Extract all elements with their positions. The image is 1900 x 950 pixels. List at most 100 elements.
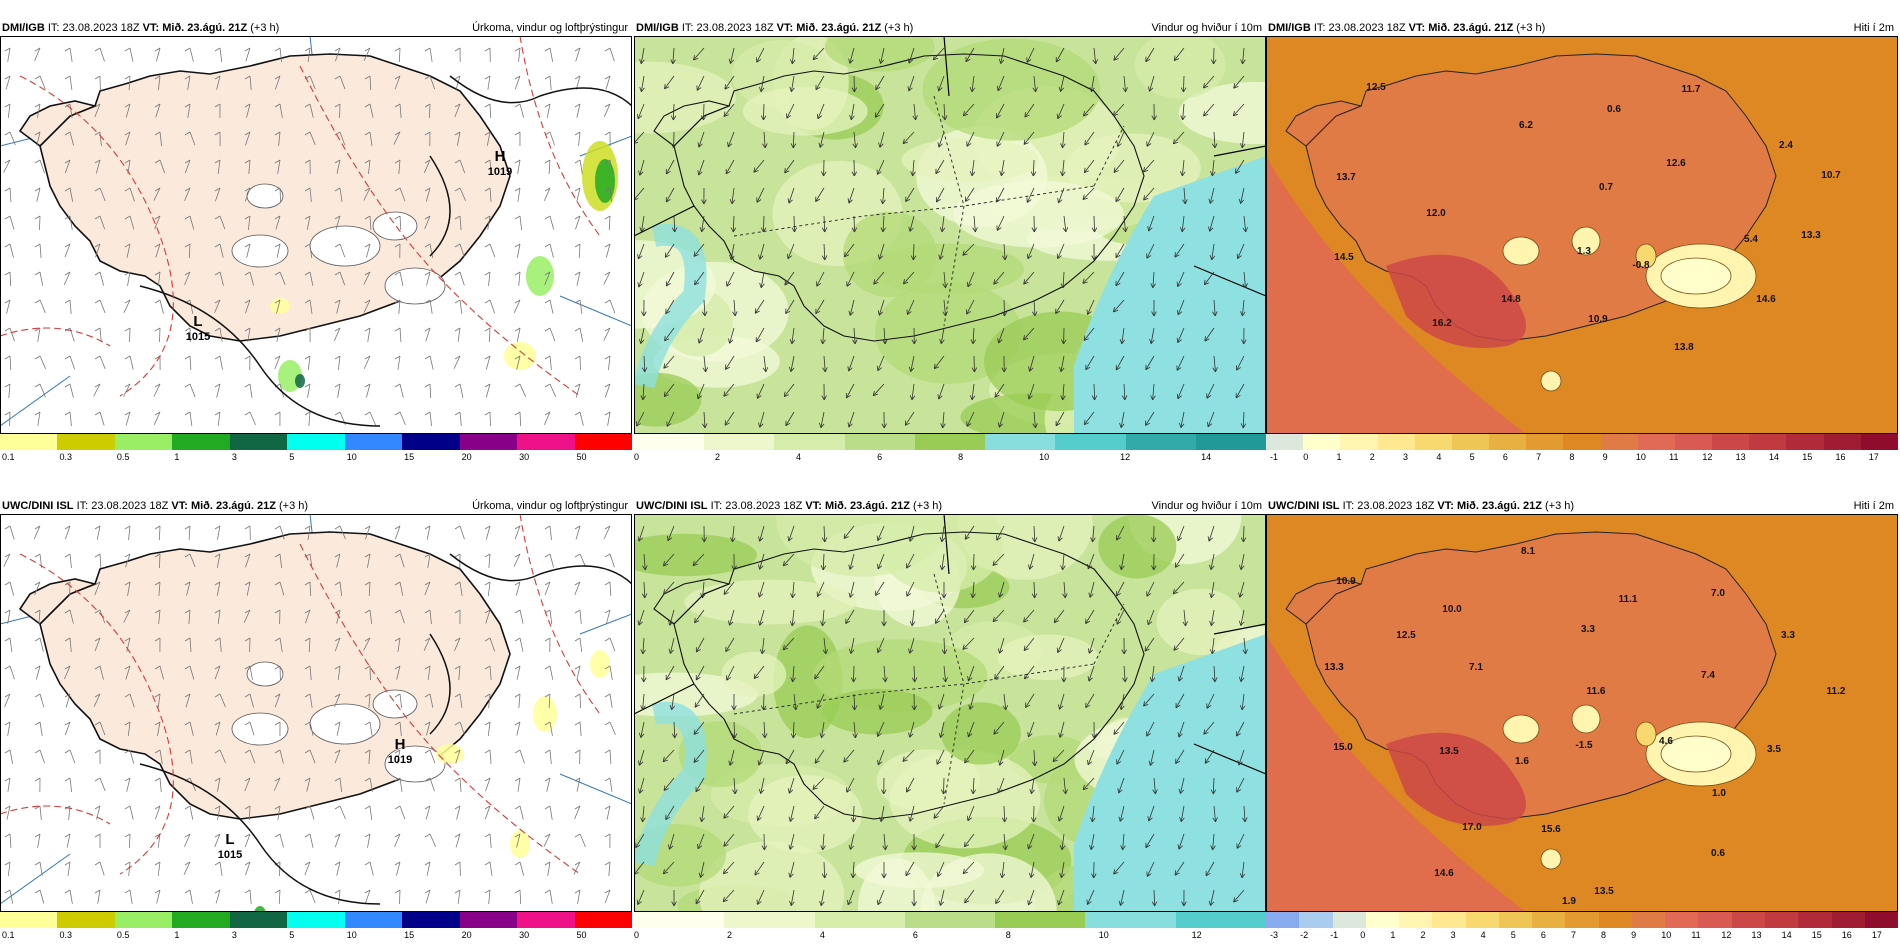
colorbar-tick-label: 15 <box>1802 452 1813 462</box>
temperature-label: 11.2 <box>1827 686 1846 697</box>
panel-temp-dmi: DMI/IGB IT: 23.08.2023 18Z VT: Mið. 23.á… <box>1266 0 1898 470</box>
low-pressure-letter: L <box>225 831 234 848</box>
map-view[interactable]: 8.1 10.9 11.1 7.0 10.0 3.3 12.5 3.3 13.3 7.1 11.6 7… <box>1266 514 1898 912</box>
temperature-label: 1.0 <box>1712 788 1726 799</box>
colorbar-swatch <box>1195 434 1266 450</box>
colorbar-tick-label: 10 <box>346 930 357 940</box>
low-pressure-value: 1015 <box>218 849 242 861</box>
map-frame <box>1266 514 1898 912</box>
colorbar-tick-label: 14 <box>1781 930 1792 940</box>
panel-meta: DMI/IGB IT: 23.08.2023 18Z VT: Mið. 23.á… <box>2 22 280 34</box>
map-frame <box>634 514 1266 912</box>
temperature-label: 11.1 <box>1619 594 1638 605</box>
colorbar-swatch <box>57 912 115 928</box>
temperature-label: 3.3 <box>1581 624 1595 635</box>
colorbar-swatch <box>1332 912 1366 928</box>
temperature-label: 14.6 <box>1434 868 1454 879</box>
iceland-coastline <box>673 531 1145 820</box>
temperature-label: 7.0 <box>1711 588 1725 599</box>
colorbar-tick-label: 9 <box>1631 930 1637 940</box>
strong-wind-area-west <box>634 223 707 389</box>
colorbar-tick-label: 16 <box>1835 452 1846 462</box>
colorbar-tick-label: -3 <box>1270 930 1279 940</box>
high-pressure-value: 1019 <box>488 166 512 178</box>
colorbar-swatch <box>1637 434 1675 450</box>
colorbar-ticks: 0.1 0.3 0.5 1 3 5 10 15 20 30 50 <box>0 452 632 466</box>
temperature-label: 10.9 <box>1336 576 1356 587</box>
glaciers <box>1502 704 1757 870</box>
colorbar-swatch <box>344 912 403 928</box>
colorbar-swatch <box>1266 912 1300 928</box>
colorbar-swatch <box>1665 912 1699 928</box>
temperature-labels: 12.5 11.7 6.2 0.6 13.7 0.7 12.6 2.4 10.7 12.0 1.3 1… <box>1334 82 1841 353</box>
panel-title: Vindur og hviður í 10m <box>1151 22 1262 34</box>
map-view[interactable] <box>634 36 1266 434</box>
high-pressure-letter: H <box>395 736 406 753</box>
temperature-label: 13.3 <box>1801 230 1821 241</box>
strong-wind-area <box>1074 634 1266 912</box>
map-view[interactable] <box>634 514 1266 912</box>
temperature-label: 10.0 <box>1442 604 1462 615</box>
wind-arrows <box>634 525 1248 907</box>
temperature-label: 12.5 <box>1396 630 1416 641</box>
map-view[interactable]: 12.5 11.7 6.2 0.6 13.7 0.7 12.6 2.4 10.7 12.0 1.3 1… <box>1266 36 1898 434</box>
temperature-label: 7.1 <box>1469 662 1483 673</box>
colorbar-swatch <box>1600 434 1638 450</box>
colorbar-tick-label: 5 <box>1510 930 1516 940</box>
temp-map-svg: 8.1 10.9 11.1 7.0 10.0 3.3 12.5 3.3 13.3 7.1 11.6 7… <box>1266 514 1898 912</box>
colorbar-swatch <box>1764 912 1799 928</box>
temperature-label: 13.3 <box>1324 662 1344 673</box>
colorbar-swatch <box>459 912 518 928</box>
colorbar-tick-label: 0.1 <box>2 452 15 462</box>
map-frame <box>0 514 632 912</box>
panel-meta: UWC/DINI ISL IT: 23.08.2023 18Z VT: Mið.… <box>2 500 309 512</box>
isobars <box>139 553 632 905</box>
colorbar-tick-label: 50 <box>576 452 587 462</box>
temperature-label: -0.8 <box>1632 260 1650 271</box>
colorbar-tick-label: 17 <box>1868 452 1879 462</box>
colorbar-tick-label: 3 <box>231 452 237 462</box>
map-view[interactable]: H 1019 L 1015 <box>0 36 632 434</box>
colorbar-tick-label: 0 <box>634 930 640 940</box>
westfjords-land <box>1285 100 1363 147</box>
colorbar-tick-label: 15 <box>404 930 415 940</box>
colorbar-tick-label: 14 <box>1768 452 1779 462</box>
precip-cells <box>270 141 618 392</box>
panel-wind-uwc: UWC/DINI ISL IT: 23.08.2023 18Z VT: Mið.… <box>634 478 1266 948</box>
temperature-label: 11.6 <box>1587 686 1606 697</box>
glaciers <box>231 661 446 783</box>
colorbar-swatch <box>287 434 345 450</box>
colorbar-tick-label: 0.5 <box>116 930 130 940</box>
glaciers <box>231 183 446 305</box>
colorbar-tick-label: 4 <box>1480 930 1486 940</box>
temperature-label: 16.2 <box>1432 318 1452 329</box>
colorbar-tick-label: 0.3 <box>59 452 72 462</box>
colorbar-tick-label: 3 <box>231 930 237 940</box>
panel-wind-dmi: DMI/IGB IT: 23.08.2023 18Z VT: Mið. 23.á… <box>634 0 1266 470</box>
colorbar-ticks: -3 -2 -1 0 1 2 3 4 5 6 7 8 9 10 11 12 13 14 15 16 17 <box>1266 930 1898 944</box>
colorbar <box>1266 434 1898 450</box>
isobars <box>139 75 632 427</box>
colorbar <box>0 912 632 928</box>
colorbar-swatch <box>459 434 518 450</box>
colorbar-swatch <box>1299 912 1333 928</box>
colorbar-tick-label: 11 <box>1691 930 1701 940</box>
high-pressure-letter: H <box>495 148 506 165</box>
colorbar-tick-label: 5 <box>1469 452 1475 462</box>
colorbar-swatch <box>402 912 460 928</box>
wind-map-svg <box>634 36 1266 434</box>
colorbar-tick-label: 50 <box>576 930 587 940</box>
colorbar-swatch <box>1340 434 1378 450</box>
map-view[interactable]: H 1019 L 1015 <box>0 514 632 912</box>
colorbar-tick-label: 7 <box>1570 930 1576 940</box>
colorbar-swatch <box>1414 434 1452 450</box>
colorbar-tick-label: 30 <box>519 930 530 940</box>
temperature-label: 14.6 <box>1756 294 1776 305</box>
temperature-label: 15.6 <box>1541 824 1561 835</box>
colorbar-tick-label: 17 <box>1871 930 1882 940</box>
temperature-label: 0.6 <box>1711 848 1725 859</box>
low-pressure-value: 1015 <box>186 331 210 343</box>
colorbar-swatch <box>114 912 173 928</box>
colorbar-swatch <box>1055 434 1126 450</box>
